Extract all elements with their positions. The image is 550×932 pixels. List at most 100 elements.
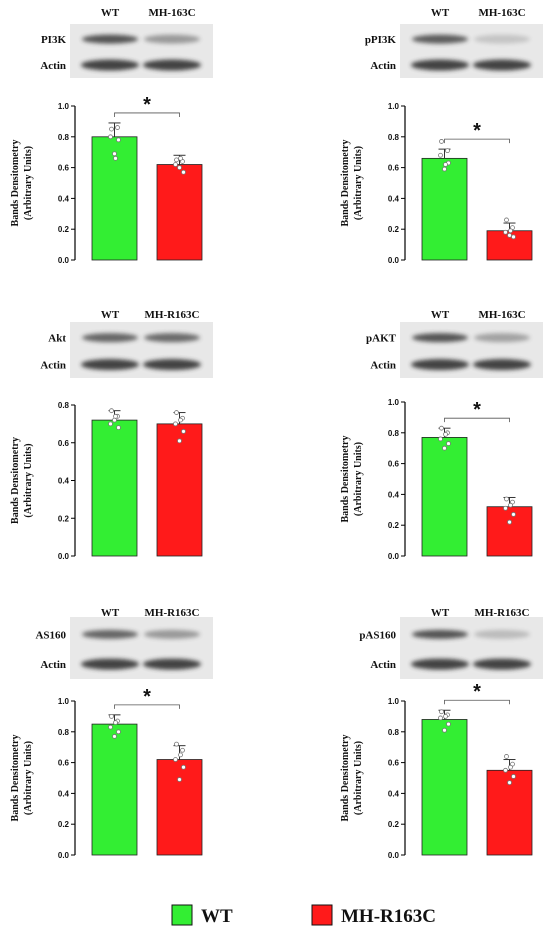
data-point xyxy=(504,496,509,502)
data-point xyxy=(438,715,443,721)
blot-column-label: WT xyxy=(101,309,120,321)
blot-column-label: MH-163C xyxy=(148,7,195,19)
blot-protein-label: pAS160 xyxy=(359,629,396,641)
blot-membrane xyxy=(70,617,213,679)
blot-column-label: WT xyxy=(101,7,120,19)
blot-loading-label: Actin xyxy=(40,659,66,671)
y-tick-label: 0.8 xyxy=(58,133,70,142)
y-tick-label: 0.2 xyxy=(388,225,400,234)
data-point xyxy=(503,767,508,773)
significance-bracket xyxy=(444,138,510,144)
data-point xyxy=(443,162,448,167)
data-point xyxy=(438,152,443,158)
blot-column-label: MH-R163C xyxy=(475,607,530,619)
data-point xyxy=(113,155,118,161)
blot-band-target xyxy=(412,629,468,639)
blot-loading-label: Actin xyxy=(40,360,66,372)
chart-panel-as160: WT MH-R163C AS160 Actin 0.0 0.2 0.4 0.6 0.8 1.0 Ba… xyxy=(10,607,213,860)
data-point xyxy=(511,512,516,517)
y-tick-label: 0.6 xyxy=(388,460,400,469)
y-tick-label: 0.6 xyxy=(58,164,70,173)
data-point xyxy=(178,752,183,758)
data-point xyxy=(174,410,179,415)
data-point xyxy=(442,166,447,172)
blot-band-target xyxy=(82,34,138,44)
bar-wt xyxy=(421,437,468,557)
y-tick-label: 0.2 xyxy=(58,225,70,234)
data-point xyxy=(116,425,121,431)
bar-wt xyxy=(421,719,468,856)
y-axis-title-line1: Bands Densitometry xyxy=(340,436,351,523)
blot-band-target xyxy=(412,34,468,44)
y-axis-title-line1: Bands Densitometry xyxy=(10,437,21,524)
blot-membrane xyxy=(70,24,213,78)
y-axis-title-line2: (Arbitrary Units) xyxy=(23,741,34,815)
data-point xyxy=(174,157,179,163)
blot-band-actin xyxy=(473,359,531,371)
y-tick-label: 1.0 xyxy=(388,697,400,706)
blot-column-label: MH-R163C xyxy=(145,607,200,619)
data-point xyxy=(507,519,512,525)
y-tick-label: 0.8 xyxy=(58,728,70,737)
y-tick-label: 0.0 xyxy=(58,552,70,561)
chart-panel-pakt: WT MH-163C pAKT Actin 0.0 0.2 0.4 0.6 0.8 1.0 Band… xyxy=(340,309,543,561)
blot-band-actin xyxy=(143,359,201,371)
data-point xyxy=(503,229,508,235)
y-tick-label: 1.0 xyxy=(58,102,70,111)
y-axis-title-line1: Bands Densitometry xyxy=(340,140,351,227)
blot-band-target xyxy=(412,333,468,343)
blot-band-target xyxy=(144,333,200,343)
blot-column-label: MH-163C xyxy=(478,309,525,321)
chart-panel-akt: WT MH-R163C Akt Actin 0.0 0.2 0.4 0.6 0.8 Bands D… xyxy=(10,309,213,561)
blot-column-label: MH-R163C xyxy=(145,309,200,321)
data-point xyxy=(173,757,178,762)
y-tick-label: 0.0 xyxy=(388,552,400,561)
data-point xyxy=(508,502,513,508)
data-point xyxy=(438,436,443,442)
data-point xyxy=(116,137,121,143)
data-point xyxy=(108,134,113,140)
blot-band-target xyxy=(82,333,138,343)
y-tick-label: 1.0 xyxy=(58,697,70,706)
data-point xyxy=(113,720,118,725)
bar-mutant xyxy=(156,759,203,856)
blot-band-actin xyxy=(143,59,201,71)
data-point xyxy=(443,714,448,719)
y-tick-label: 0.4 xyxy=(58,194,70,203)
data-point xyxy=(445,148,450,154)
y-tick-label: 0.2 xyxy=(58,820,70,829)
data-point xyxy=(181,764,186,770)
data-point xyxy=(442,727,447,733)
blot-band-actin xyxy=(81,59,139,71)
significance-star: * xyxy=(473,681,481,703)
blot-band-actin xyxy=(81,658,139,670)
y-tick-label: 0.0 xyxy=(388,851,400,860)
data-point xyxy=(177,165,182,171)
significance-star: * xyxy=(143,686,151,708)
y-tick-label: 0.6 xyxy=(388,164,400,173)
y-tick-label: 0.8 xyxy=(388,728,400,737)
blot-band-actin xyxy=(473,59,531,71)
y-axis-title-line1: Bands Densitometry xyxy=(340,735,351,822)
data-point xyxy=(439,139,444,144)
blot-protein-label: PI3K xyxy=(41,34,67,46)
bar-mutant xyxy=(156,164,203,261)
y-tick-label: 0.4 xyxy=(388,789,400,798)
blot-loading-label: Actin xyxy=(40,60,66,72)
bar-mutant xyxy=(486,506,533,557)
y-tick-label: 0.0 xyxy=(388,256,400,265)
blot-column-label: WT xyxy=(431,607,450,619)
blot-membrane xyxy=(400,617,543,679)
data-point xyxy=(109,408,114,414)
data-point xyxy=(174,741,179,747)
chart-panel-pas160: WT MH-R163C pAS160 Actin 0.0 0.2 0.4 0.6 0.8 1.0 B… xyxy=(340,607,543,860)
blot-band-target xyxy=(474,34,530,44)
data-point xyxy=(508,764,513,770)
y-tick-label: 1.0 xyxy=(388,398,400,407)
blot-protein-label: AS160 xyxy=(35,629,66,641)
blot-band-target xyxy=(144,34,200,44)
data-point xyxy=(173,162,178,167)
y-tick-label: 0.4 xyxy=(58,789,70,798)
significance-star: * xyxy=(473,120,481,142)
